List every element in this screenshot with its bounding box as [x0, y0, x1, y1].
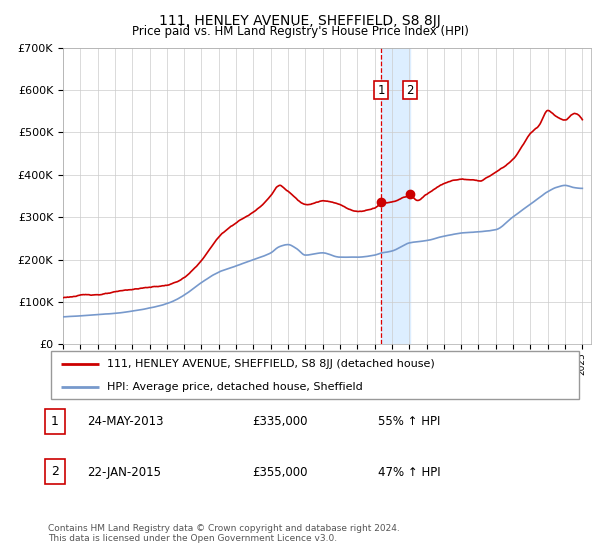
Text: Price paid vs. HM Land Registry's House Price Index (HPI): Price paid vs. HM Land Registry's House … — [131, 25, 469, 38]
Text: 111, HENLEY AVENUE, SHEFFIELD, S8 8JJ: 111, HENLEY AVENUE, SHEFFIELD, S8 8JJ — [159, 14, 441, 28]
Text: HPI: Average price, detached house, Sheffield: HPI: Average price, detached house, Shef… — [107, 382, 362, 392]
Text: 55% ↑ HPI: 55% ↑ HPI — [378, 415, 440, 428]
Text: Contains HM Land Registry data © Crown copyright and database right 2024.
This d: Contains HM Land Registry data © Crown c… — [48, 524, 400, 543]
Bar — [381, 48, 410, 344]
Text: 22-JAN-2015: 22-JAN-2015 — [87, 465, 161, 479]
Text: 47% ↑ HPI: 47% ↑ HPI — [378, 465, 440, 479]
Text: 24-MAY-2013: 24-MAY-2013 — [87, 415, 163, 428]
Text: 1: 1 — [51, 415, 59, 428]
Text: 1: 1 — [377, 83, 385, 96]
Text: 2: 2 — [406, 83, 414, 96]
Text: 2: 2 — [51, 465, 59, 478]
Text: £335,000: £335,000 — [252, 415, 308, 428]
Text: £355,000: £355,000 — [252, 465, 308, 479]
Text: 111, HENLEY AVENUE, SHEFFIELD, S8 8JJ (detached house): 111, HENLEY AVENUE, SHEFFIELD, S8 8JJ (d… — [107, 358, 434, 368]
FancyBboxPatch shape — [50, 351, 580, 399]
